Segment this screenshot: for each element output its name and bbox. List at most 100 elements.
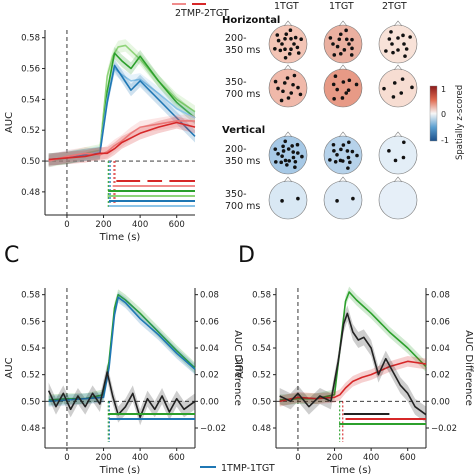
topomap-electrode: [350, 149, 355, 154]
topomap-electrode: [333, 74, 338, 79]
topomap-electrode: [331, 82, 336, 87]
topomap-electrode: [354, 82, 359, 87]
topomap-electrode: [279, 98, 284, 103]
topomap-electrode: [273, 79, 278, 84]
topomap-nose: [338, 20, 348, 27]
y-tick-label: 0.56: [21, 65, 40, 75]
topomap-electrode: [335, 87, 339, 92]
series-band-green: [48, 46, 195, 166]
y2-tick-label: 0.08: [431, 291, 450, 301]
topomap-electrode: [296, 151, 300, 155]
y2-axis-label: AUC Difference: [232, 330, 243, 406]
topomap-electrode: [292, 42, 296, 46]
topomap-electrode: [296, 85, 300, 90]
topomap-electrode: [295, 142, 300, 147]
y-tick-label: 0.48: [21, 424, 40, 434]
topomap-electrode: [384, 49, 388, 53]
x-tick-label: 600: [169, 453, 185, 463]
topomap-electrode: [350, 46, 354, 51]
topomap-electrode: [391, 50, 395, 55]
y-tick-label: 0.58: [252, 291, 271, 301]
topomap-electrode: [273, 46, 277, 51]
topo-row-label: 200-: [225, 144, 247, 155]
topomap-electrode: [349, 53, 354, 57]
topomap-electrode: [276, 38, 281, 43]
topomap-electrode: [387, 149, 391, 153]
topomap-electrode: [401, 155, 406, 160]
topomap-electrode: [332, 53, 337, 57]
topomap-electrode: [338, 51, 343, 56]
topomap-electrode: [401, 33, 405, 38]
x-tick-label: 600: [169, 220, 185, 230]
x-axis-label: Time (s): [99, 232, 141, 243]
topomap-electrode: [293, 35, 298, 40]
topomap-electrode: [280, 199, 284, 203]
x-tick-label: 400: [132, 220, 148, 230]
colorbar-tick-mid: 0: [441, 110, 446, 119]
y-tick-label: 0.52: [21, 126, 40, 136]
topomap-electrode: [331, 142, 336, 147]
topomap-electrode: [328, 36, 333, 40]
topomap-nose: [283, 20, 293, 27]
x-tick-label: 0: [64, 453, 69, 463]
topomap-electrode: [276, 86, 280, 91]
topomap-electrode: [282, 81, 287, 85]
topomap-electrode: [347, 140, 351, 145]
series-line-red: [279, 360, 427, 403]
topomap-nose: [393, 131, 403, 138]
x-tick-label: 400: [132, 453, 148, 463]
topomap-electrode: [287, 159, 291, 163]
topomap-electrode: [279, 160, 284, 165]
topomap-electrode: [284, 32, 289, 36]
y2-tick-label: −0.02: [200, 424, 226, 434]
topomap-electrode: [402, 140, 406, 145]
panel-a-legend: 2TMP-2TGT: [172, 3, 229, 19]
topomap-nose: [393, 20, 403, 27]
topomap-head: [268, 24, 308, 64]
topomap-electrode: [351, 196, 355, 201]
panel-a-chart: 0.48 0.50 0.52 0.54 0.56 0.58 0 200 400 600 Time (…: [4, 30, 196, 243]
panel-c-chart: 0.48 0.50 0.52 0.54 0.56 0.58 0 200 400 600 −0.02 0…: [4, 288, 243, 474]
topomap-electrode: [289, 37, 293, 41]
topomap-electrode: [335, 152, 339, 157]
topomap-electrode: [337, 37, 342, 42]
topomap-electrode: [331, 42, 335, 46]
y-tick-label: 0.58: [21, 291, 40, 301]
topomap-electrode: [338, 32, 343, 37]
topomap-electrode: [283, 47, 287, 51]
y2-tick-label: 0.06: [200, 317, 219, 327]
colorbar-label: Spatially z-scored: [455, 85, 465, 160]
x-axis-label: Time (s): [330, 465, 372, 474]
topomap-electrode: [404, 47, 409, 51]
topomap-electrode: [281, 149, 286, 153]
x-axis-label: Time (s): [99, 465, 141, 474]
topomap-electrode: [293, 165, 297, 169]
topomap-electrode: [291, 155, 296, 160]
topo-row-label: 350-: [225, 77, 247, 88]
topomap-electrode: [283, 55, 288, 60]
topomap-electrode: [290, 144, 294, 148]
topomap-electrode: [340, 159, 345, 163]
legend-label-c: 1TMP-1TGT: [221, 463, 275, 474]
topomap-nose: [338, 176, 348, 183]
topomap-head: [323, 68, 363, 108]
topomap-electrode: [286, 96, 291, 100]
topomap-electrode: [344, 37, 349, 42]
section-horizontal: Horizontal: [222, 15, 280, 26]
topomap-electrode: [293, 159, 298, 164]
panel-letter-d: D: [238, 243, 255, 268]
y-tick-label: 0.56: [21, 317, 40, 327]
x-tick-label: 400: [363, 453, 379, 463]
topomap-electrode: [332, 97, 336, 101]
x-tick-label: 0: [295, 453, 300, 463]
topomap-electrode: [283, 37, 287, 41]
y-tick-label: 0.52: [21, 371, 40, 381]
topo-col-header-2: 1TGT: [329, 1, 354, 12]
topomap-electrode: [348, 160, 352, 165]
y-tick-label: 0.50: [21, 157, 40, 167]
topomap-electrode: [408, 35, 412, 39]
series-line-red: [48, 121, 196, 161]
topo-col-header-1: 1TGT: [274, 1, 299, 12]
topomap-nose: [283, 64, 293, 71]
topo-col-header-3: 2TGT: [382, 1, 407, 12]
